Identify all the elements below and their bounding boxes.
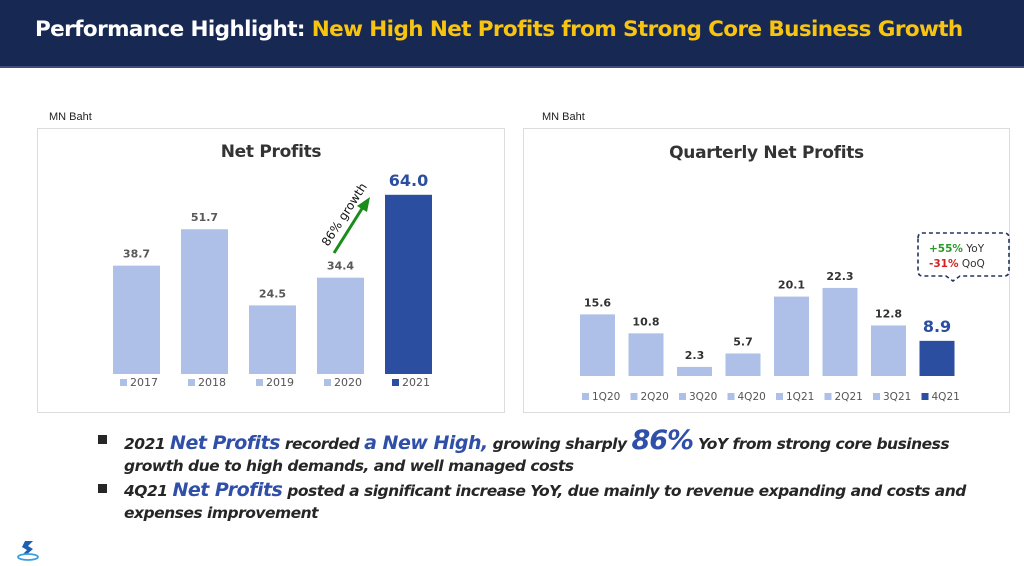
bar-4Q21	[919, 340, 955, 376]
bullet-square-icon	[98, 435, 107, 444]
callout-box	[917, 232, 1010, 282]
bullet-text: YoY from strong core business growth due…	[124, 435, 950, 475]
legend-label-2020: 2020	[334, 376, 362, 389]
bar-2018	[181, 229, 228, 374]
data-label-2Q21: 22.3	[826, 270, 853, 283]
bullet-text: posted a significant increase YoY, due m…	[124, 482, 966, 522]
legend-label-2021: 2021	[402, 376, 430, 389]
legend-swatch-4Q20	[727, 393, 735, 400]
bullet-text: 2021	[124, 435, 171, 453]
data-label-4Q20: 5.7	[733, 335, 753, 348]
company-logo-icon	[17, 541, 39, 561]
growth-arrowhead-icon	[357, 197, 370, 212]
bar-2021	[385, 194, 432, 374]
bullet-highlight: Net Profits	[170, 432, 280, 454]
data-label-4Q21: 8.9	[923, 317, 951, 336]
data-label-2017: 38.7	[123, 248, 150, 261]
legend-label-4Q20: 4Q20	[738, 391, 766, 403]
data-label-1Q21: 20.1	[778, 279, 805, 292]
quarterly-net-profits-chart: 15.6 1Q20 10.8 2Q20 2.3 3Q20 5.7 4Q20 20.1 1Q21 22…	[580, 232, 1010, 403]
quarterly-chart-panel: Quarterly Net Profits 15.6 1Q20 10.8 2Q20 2.…	[523, 128, 1010, 413]
bullet-quarterly: 4Q21 Net Profits posted a significant in…	[98, 479, 978, 524]
bar-1Q21	[774, 296, 809, 376]
title-highlight: New High Net Profits from Strong Core Bu…	[311, 17, 963, 42]
bullet-annual: 2021 Net Profits recorded a New High, gr…	[98, 427, 978, 477]
bar-1Q20	[580, 314, 615, 376]
quarterly-chart-title: Quarterly Net Profits	[669, 143, 864, 163]
bar-2020	[317, 277, 364, 374]
legend-swatch-2020	[324, 379, 331, 386]
legend-label-2019: 2019	[266, 376, 294, 389]
bar-3Q21	[871, 325, 906, 376]
bar-2019	[249, 305, 296, 374]
unit-label-annual: MN Baht	[49, 111, 92, 123]
legend-swatch-2Q20	[630, 393, 638, 400]
summary-bullets: 2021 Net Profits recorded a New High, gr…	[98, 427, 978, 526]
legend-label-4Q21: 4Q21	[932, 391, 960, 403]
callout-qoq: -31% QoQ	[929, 258, 985, 270]
growth-arrow-icon	[332, 206, 365, 254]
legend-label-2Q21: 2Q21	[835, 391, 863, 403]
legend-swatch-4Q21	[921, 393, 929, 400]
data-label-3Q21: 12.8	[875, 307, 902, 320]
legend-swatch-2019	[256, 379, 263, 386]
data-label-2019: 24.5	[259, 287, 286, 300]
bullet-text: growing sharply	[487, 435, 632, 453]
header-bar: Performance Highlight: New High Net Prof…	[0, 0, 1024, 68]
title-prefix: Performance Highlight:	[35, 17, 305, 42]
legend-swatch-2021	[392, 379, 399, 386]
data-label-3Q20: 2.3	[685, 349, 705, 362]
legend-swatch-2017	[120, 379, 127, 386]
bullet-highlight: a New High,	[364, 432, 488, 454]
legend-label-2Q20: 2Q20	[641, 391, 669, 403]
bullet-text: 4Q21	[124, 482, 173, 500]
bar-3Q20	[677, 366, 712, 376]
legend-label-3Q21: 3Q21	[883, 391, 911, 403]
legend-swatch-2018	[188, 379, 195, 386]
bullet-highlight: Net Profits	[172, 479, 283, 501]
data-label-1Q20: 15.6	[584, 296, 611, 309]
callout-yoy: +55% YoY	[929, 243, 985, 255]
annual-chart-title: Net Profits	[220, 142, 322, 162]
unit-label-quarterly: MN Baht	[542, 111, 585, 123]
legend-label-3Q20: 3Q20	[689, 391, 717, 403]
data-label-2020: 34.4	[327, 260, 354, 273]
legend-label-2017: 2017	[130, 376, 158, 389]
annual-chart-panel: Net Profits 38.7 2017 51.7 2018 24.5 2019 34.4…	[37, 128, 505, 413]
legend-swatch-3Q21	[873, 393, 880, 400]
bar-4Q20	[725, 353, 761, 376]
legend-label-1Q20: 1Q20	[592, 391, 620, 403]
data-label-2021: 64.0	[389, 171, 428, 190]
legend-label-2018: 2018	[198, 376, 226, 389]
page-title: Performance Highlight: New High Net Prof…	[35, 17, 963, 42]
legend-label-1Q21: 1Q21	[786, 391, 814, 403]
bar-2Q20	[628, 333, 664, 376]
bullet-square-icon	[98, 484, 107, 493]
legend-swatch-1Q20	[582, 393, 589, 400]
bullet-text: recorded	[279, 435, 365, 453]
bar-2017	[113, 265, 160, 374]
bullet-growth-figure: 86%	[631, 425, 694, 456]
annual-net-profits-chart: 38.7 2017 51.7 2018 24.5 2019 34.4 2020 64.0 2021…	[113, 171, 432, 389]
legend-swatch-2Q21	[824, 393, 832, 400]
legend-swatch-3Q20	[679, 393, 686, 400]
data-label-2Q20: 10.8	[632, 315, 659, 328]
legend-swatch-1Q21	[776, 393, 783, 400]
data-label-2018: 51.7	[191, 211, 218, 224]
bar-2Q21	[822, 287, 858, 376]
